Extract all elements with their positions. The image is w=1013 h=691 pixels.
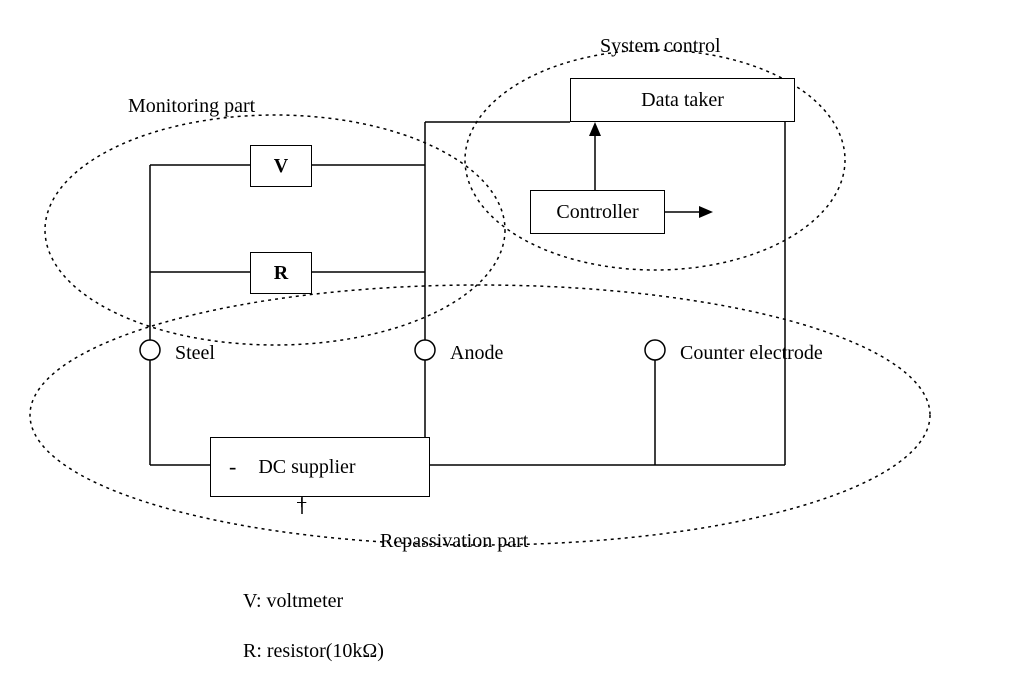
- monitoring-part-label: Monitoring part: [128, 95, 255, 118]
- r-box: R: [250, 252, 312, 294]
- counter-electrode-label: Counter electrode: [680, 342, 823, 365]
- system-control-label: System control: [600, 35, 721, 58]
- repassivation-part-label: Repassivation part: [380, 530, 528, 553]
- controller-label: Controller: [556, 201, 638, 224]
- v-box-label: V: [274, 155, 288, 178]
- dc-plus-label: +: [296, 492, 307, 515]
- controller-box: Controller: [530, 190, 665, 234]
- steel-terminal-icon: [140, 340, 160, 360]
- dc-supplier-label: DC supplier: [258, 456, 355, 479]
- repassivation-ellipse: [30, 285, 930, 545]
- data-taker-box: Data taker: [570, 78, 795, 122]
- arrow-right-icon: [699, 206, 713, 218]
- v-box: V: [250, 145, 312, 187]
- dc-supplier-box: - DC supplier: [210, 437, 430, 497]
- r-box-label: R: [274, 262, 288, 285]
- arrow-up-icon: [589, 122, 601, 136]
- legend-v-label: V: voltmeter: [243, 590, 343, 613]
- data-taker-label: Data taker: [641, 89, 724, 112]
- dc-minus-label: -: [229, 454, 236, 480]
- legend-r-label: R: resistor(10kΩ): [243, 640, 384, 663]
- anode-terminal-icon: [415, 340, 435, 360]
- anode-label: Anode: [450, 342, 503, 365]
- counter-terminal-icon: [645, 340, 665, 360]
- steel-label: Steel: [175, 342, 215, 365]
